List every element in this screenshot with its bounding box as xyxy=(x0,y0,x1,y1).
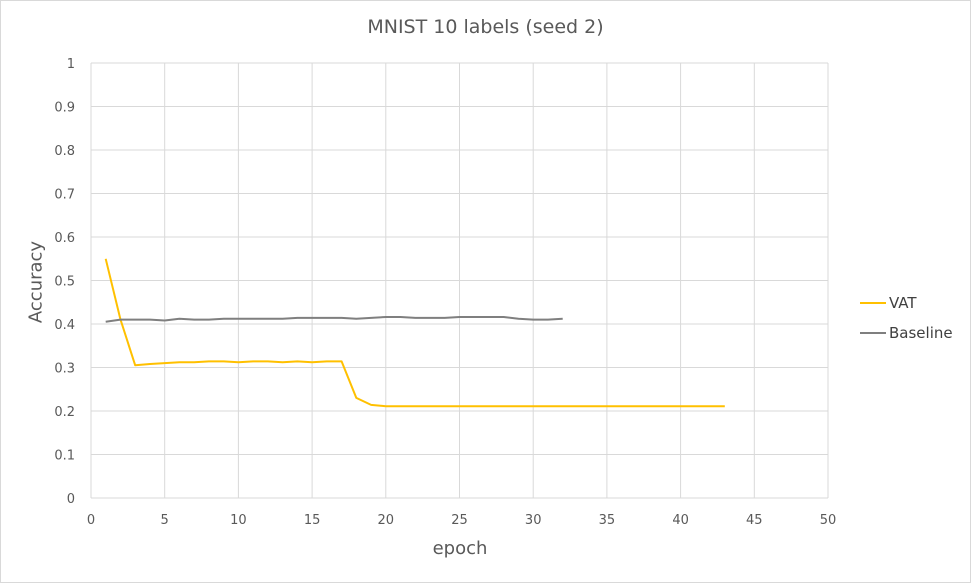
x-tick-label: 50 xyxy=(820,513,837,528)
x-axis-label: epoch xyxy=(432,538,488,559)
x-tick-label: 10 xyxy=(230,513,247,528)
y-tick-label: 0.6 xyxy=(54,231,75,246)
chart-title: MNIST 10 labels (seed 2) xyxy=(367,16,604,38)
x-tick-label: 5 xyxy=(161,513,169,528)
series-line-baseline xyxy=(105,316,563,323)
legend-swatch-vat xyxy=(860,302,886,304)
y-tick-label: 0.3 xyxy=(54,362,75,377)
x-tick-label: 35 xyxy=(599,513,616,528)
x-tick-label: 30 xyxy=(525,513,542,528)
series-line-vat xyxy=(104,258,725,408)
y-tick-label: 0.9 xyxy=(54,101,75,116)
y-tick-label: 0.2 xyxy=(54,405,75,420)
legend: VAT Baseline xyxy=(860,288,953,348)
x-tick-label: 45 xyxy=(746,513,763,528)
legend-label-baseline: Baseline xyxy=(889,324,953,342)
x-tick-label: 40 xyxy=(672,513,689,528)
y-tick-label: 0.8 xyxy=(54,144,75,159)
x-tick-label: 25 xyxy=(451,513,468,528)
legend-item-baseline: Baseline xyxy=(860,318,953,348)
legend-item-vat: VAT xyxy=(860,288,953,318)
y-tick-label: 0 xyxy=(67,492,75,507)
y-tick-label: 0.7 xyxy=(54,188,75,203)
y-tick-label: 0.5 xyxy=(54,275,75,290)
legend-swatch-baseline xyxy=(860,332,886,334)
x-tick-label: 15 xyxy=(304,513,321,528)
legend-label-vat: VAT xyxy=(889,294,917,312)
y-tick-label: 1 xyxy=(67,57,75,72)
y-tick-label: 0.4 xyxy=(54,318,75,333)
y-tick-label: 0.1 xyxy=(54,449,75,464)
x-tick-label: 20 xyxy=(378,513,395,528)
x-tick-label: 0 xyxy=(87,513,95,528)
